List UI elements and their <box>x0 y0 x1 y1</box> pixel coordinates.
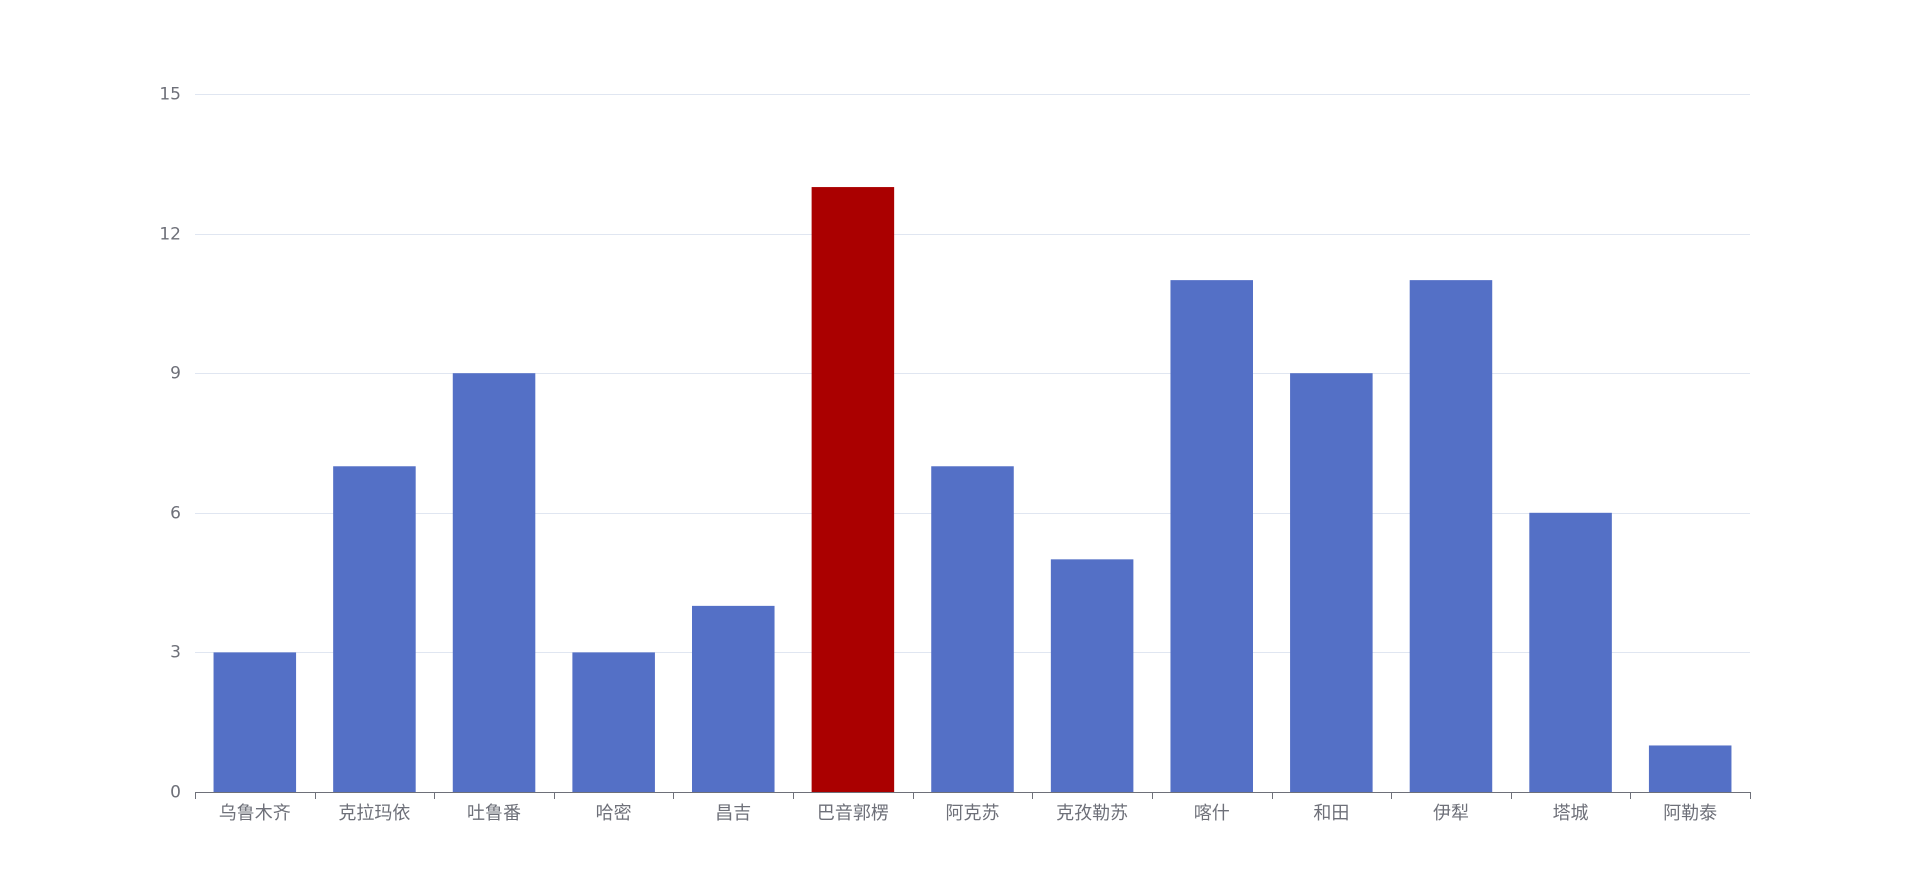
y-tick-label: 12 <box>159 225 181 245</box>
bar-10[interactable] <box>1290 373 1373 792</box>
y-tick-label: 9 <box>170 364 181 384</box>
x-tick-label: 和田 <box>1313 803 1349 824</box>
bars <box>213 187 1732 793</box>
bar-13[interactable] <box>1648 745 1732 792</box>
bar-4[interactable] <box>572 652 655 792</box>
x-tick-label: 克拉玛依 <box>338 803 410 824</box>
x-axis <box>195 792 1751 799</box>
bar-1[interactable] <box>213 652 297 792</box>
y-tick-label: 15 <box>159 85 181 105</box>
x-tick-label: 哈密 <box>596 803 632 824</box>
x-tick-label: 阿克苏 <box>946 803 1000 824</box>
bar-3[interactable] <box>452 373 536 792</box>
x-tick-label: 伊犁 <box>1433 803 1469 824</box>
x-tick-label: 昌吉 <box>715 803 751 824</box>
bar-9[interactable] <box>1170 280 1253 792</box>
bar-2[interactable] <box>333 466 416 792</box>
bar-6[interactable] <box>811 187 895 793</box>
y-tick-label: 6 <box>170 504 181 524</box>
y-tick-label: 3 <box>170 643 181 663</box>
x-tick-label: 吐鲁番 <box>467 803 521 824</box>
y-axis-labels: 0 3 6 9 12 15 <box>159 85 181 803</box>
bar-5[interactable] <box>692 605 775 792</box>
x-tick-label: 巴音郭楞 <box>817 803 889 824</box>
x-tick-label: 塔城 <box>1553 803 1589 824</box>
bar-8[interactable] <box>1050 559 1134 792</box>
y-tick-label: 0 <box>170 783 181 803</box>
x-axis-labels: 乌鲁木齐 克拉玛依 吐鲁番 哈密 昌吉 巴音郭楞 阿克苏 克孜勒苏 喀什 和田 伊犁 塔城 阿勒泰 <box>219 803 1717 824</box>
bar-11[interactable] <box>1409 280 1493 792</box>
bar-12[interactable] <box>1529 512 1612 792</box>
bar-7[interactable] <box>931 466 1014 792</box>
x-tick-label: 克孜勒苏 <box>1056 803 1128 824</box>
x-tick-label: 喀什 <box>1194 803 1230 824</box>
x-tick-label: 阿勒泰 <box>1663 803 1717 824</box>
x-tick-label: 乌鲁木齐 <box>219 803 291 824</box>
